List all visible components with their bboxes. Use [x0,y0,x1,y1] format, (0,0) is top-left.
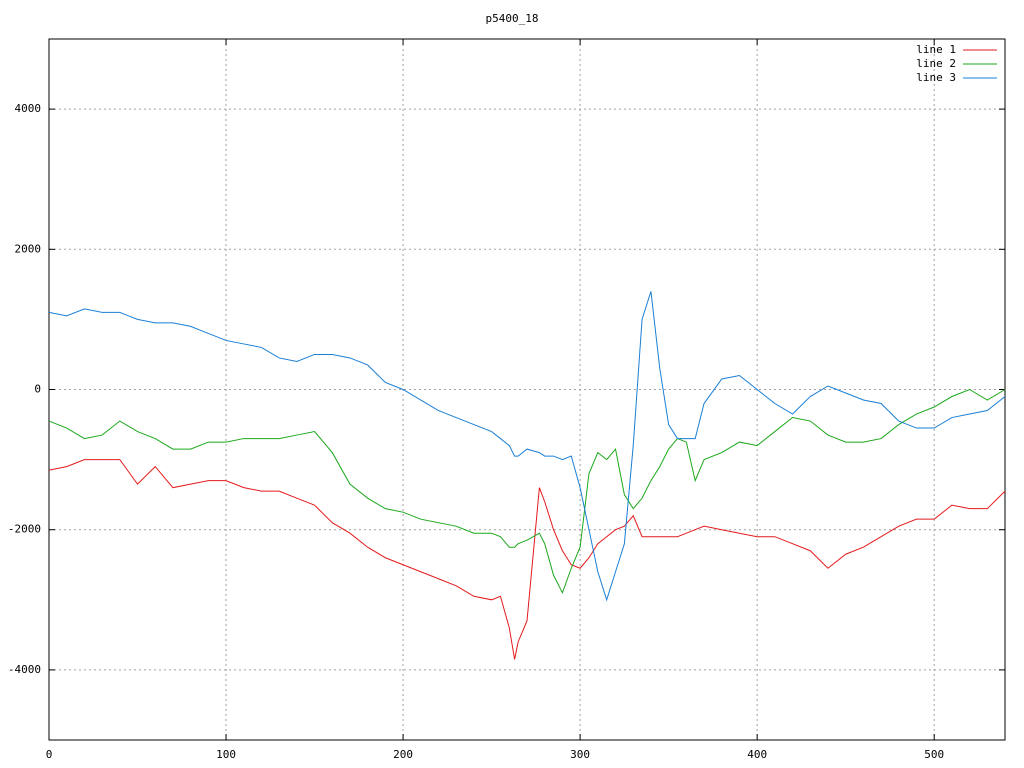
plot-frame [48,38,1006,741]
x-tick-label: 200 [393,748,413,761]
y-tick-label: 4000 [15,102,42,115]
legend-label: line 3 [916,71,956,84]
x-tick-label: 100 [216,748,236,761]
y-tick-label: 0 [34,383,41,396]
series-line [48,459,1006,660]
series-line [48,291,1006,602]
y-tick-label: 2000 [15,242,42,255]
y-tick-label: -4000 [8,663,41,676]
legend-label: line 2 [916,57,956,70]
series-line [48,388,1006,595]
legend-label: line 1 [916,43,956,56]
x-tick-label: 500 [924,748,944,761]
x-tick-label: 400 [747,748,767,761]
x-tick-label: 0 [46,748,53,761]
x-tick-label: 300 [570,748,590,761]
chart-title: p5400_18 [486,12,539,25]
y-tick-label: -2000 [8,523,41,536]
